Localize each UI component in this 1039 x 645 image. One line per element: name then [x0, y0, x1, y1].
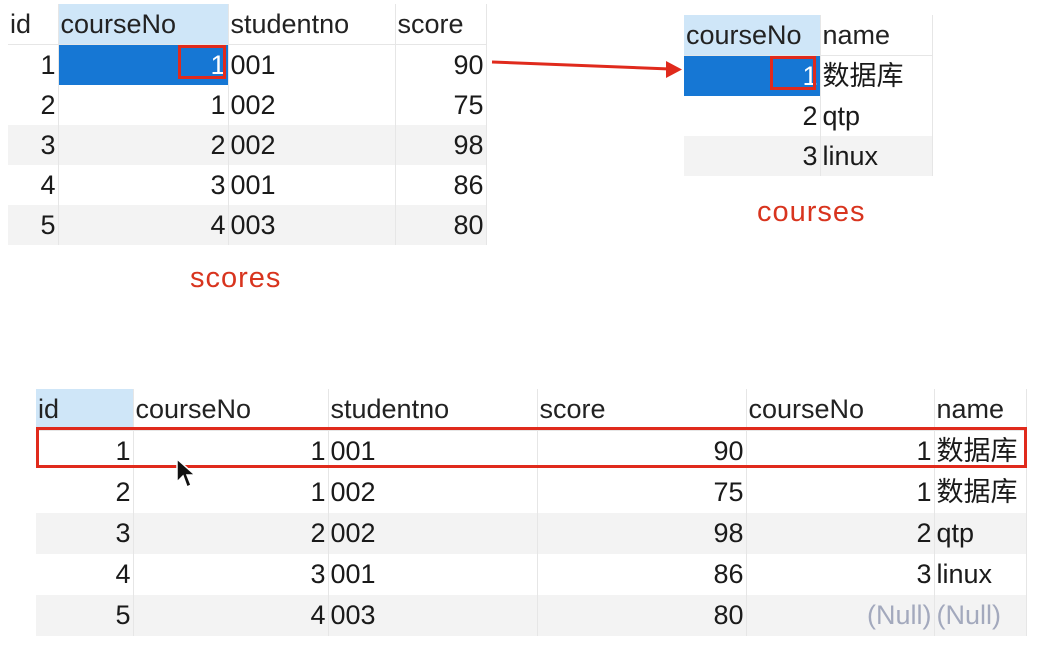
cell-score[interactable]: 90: [537, 430, 747, 472]
cell-score[interactable]: 80: [537, 595, 747, 636]
cell-studentno[interactable]: 002: [328, 472, 538, 513]
cell-id[interactable]: 1: [36, 430, 134, 472]
cell-name[interactable]: 数据库: [934, 472, 1027, 513]
cell-studentno[interactable]: 003: [228, 205, 396, 245]
cell-courseno[interactable]: 2: [58, 125, 229, 165]
scores-col-studentno[interactable]: studentno: [228, 4, 396, 45]
table-row[interactable]: 2 qtp: [684, 96, 933, 136]
cell-name[interactable]: 数据库: [820, 55, 933, 96]
table-row[interactable]: 2 1 002 75 1 数据库: [36, 472, 1027, 513]
joined-result-table: id courseNo studentno score courseNo nam…: [36, 389, 1027, 636]
cell-studentno[interactable]: 003: [328, 595, 538, 636]
scores-table: id courseNo studentno score 1 1 001 90 2…: [8, 4, 487, 245]
joined-col-studentno[interactable]: studentno: [328, 389, 538, 431]
cell-courseno[interactable]: 2: [133, 513, 329, 554]
cell-score[interactable]: 75: [395, 85, 487, 125]
cell-studentno[interactable]: 001: [328, 430, 538, 472]
arrow-right-icon: [491, 60, 682, 78]
cell-courseno-selected[interactable]: 1: [684, 55, 821, 96]
cell-name[interactable]: linux: [820, 136, 933, 176]
cell-id[interactable]: 5: [36, 595, 134, 636]
cell-courseno[interactable]: 1: [133, 472, 329, 513]
cell-studentno[interactable]: 001: [228, 44, 396, 85]
table-row[interactable]: 5 4 003 80 (Null) (Null): [36, 595, 1027, 636]
table-row[interactable]: 5 4 003 80: [8, 205, 487, 245]
cell-courseno[interactable]: 1: [133, 430, 329, 472]
cell-studentno[interactable]: 002: [328, 513, 538, 554]
table-row[interactable]: 3 2 002 98 2 qtp: [36, 513, 1027, 554]
cell-courseno-2[interactable]: 1: [746, 472, 935, 513]
joined-col-courseno[interactable]: courseNo: [133, 389, 329, 431]
cell-score[interactable]: 90: [395, 44, 487, 85]
cell-name[interactable]: qtp: [934, 513, 1027, 554]
cell-courseno[interactable]: 3: [133, 554, 329, 595]
scores-header-row: id courseNo studentno score: [8, 4, 487, 45]
scores-col-id[interactable]: id: [8, 4, 59, 45]
cell-id[interactable]: 3: [8, 125, 59, 165]
cell-id[interactable]: 5: [8, 205, 59, 245]
cell-courseno-2[interactable]: 3: [746, 554, 935, 595]
cell-score[interactable]: 80: [395, 205, 487, 245]
cell-studentno[interactable]: 001: [228, 165, 396, 205]
table-row[interactable]: 2 1 002 75: [8, 85, 487, 125]
scores-caption: scores: [190, 262, 282, 294]
joined-col-courseno-2[interactable]: courseNo: [746, 389, 935, 431]
mouse-pointer-icon: [176, 458, 197, 489]
courses-caption: courses: [757, 196, 866, 228]
joined-col-name[interactable]: name: [934, 389, 1027, 431]
cell-studentno[interactable]: 002: [228, 125, 396, 165]
table-row[interactable]: 4 3 001 86: [8, 165, 487, 205]
cell-studentno[interactable]: 001: [328, 554, 538, 595]
cell-score[interactable]: 98: [537, 513, 747, 554]
cell-name[interactable]: 数据库: [934, 430, 1027, 472]
cell-courseno[interactable]: 4: [133, 595, 329, 636]
cell-courseno-2[interactable]: 1: [746, 430, 935, 472]
cell-score[interactable]: 98: [395, 125, 487, 165]
cell-score[interactable]: 86: [395, 165, 487, 205]
cell-id[interactable]: 4: [36, 554, 134, 595]
cell-score[interactable]: 75: [537, 472, 747, 513]
cell-courseno[interactable]: 3: [684, 136, 821, 176]
cell-id[interactable]: 4: [8, 165, 59, 205]
cell-name-null[interactable]: (Null): [934, 595, 1027, 636]
cell-courseno[interactable]: 4: [58, 205, 229, 245]
cell-courseno[interactable]: 3: [58, 165, 229, 205]
joined-col-score[interactable]: score: [537, 389, 747, 431]
table-row[interactable]: 3 linux: [684, 136, 933, 176]
cell-id[interactable]: 2: [8, 85, 59, 125]
courses-col-courseno[interactable]: courseNo: [684, 15, 821, 56]
scores-col-courseno[interactable]: courseNo: [58, 4, 229, 45]
scores-col-score[interactable]: score: [395, 4, 487, 45]
cell-courseno-selected[interactable]: 1: [58, 44, 229, 85]
cell-score[interactable]: 86: [537, 554, 747, 595]
courses-header-row: courseNo name: [684, 15, 933, 56]
cell-studentno[interactable]: 002: [228, 85, 396, 125]
cell-name[interactable]: qtp: [820, 96, 933, 136]
courses-table: courseNo name 1 数据库 2 qtp 3 linux: [684, 15, 933, 176]
cell-courseno-2[interactable]: 2: [746, 513, 935, 554]
cell-name[interactable]: linux: [934, 554, 1027, 595]
courses-col-name[interactable]: name: [820, 15, 933, 56]
cell-courseno[interactable]: 2: [684, 96, 821, 136]
table-row[interactable]: 4 3 001 86 3 linux: [36, 554, 1027, 595]
joined-col-id[interactable]: id: [36, 389, 134, 431]
table-row[interactable]: 1 1 001 90: [8, 44, 487, 85]
cell-id[interactable]: 3: [36, 513, 134, 554]
table-row[interactable]: 1 数据库: [684, 55, 933, 96]
joined-header-row: id courseNo studentno score courseNo nam…: [36, 389, 1027, 431]
cell-courseno[interactable]: 1: [58, 85, 229, 125]
cell-courseno-2-null[interactable]: (Null): [746, 595, 935, 636]
cell-id[interactable]: 2: [36, 472, 134, 513]
table-row[interactable]: 3 2 002 98: [8, 125, 487, 165]
cell-id[interactable]: 1: [8, 44, 59, 85]
